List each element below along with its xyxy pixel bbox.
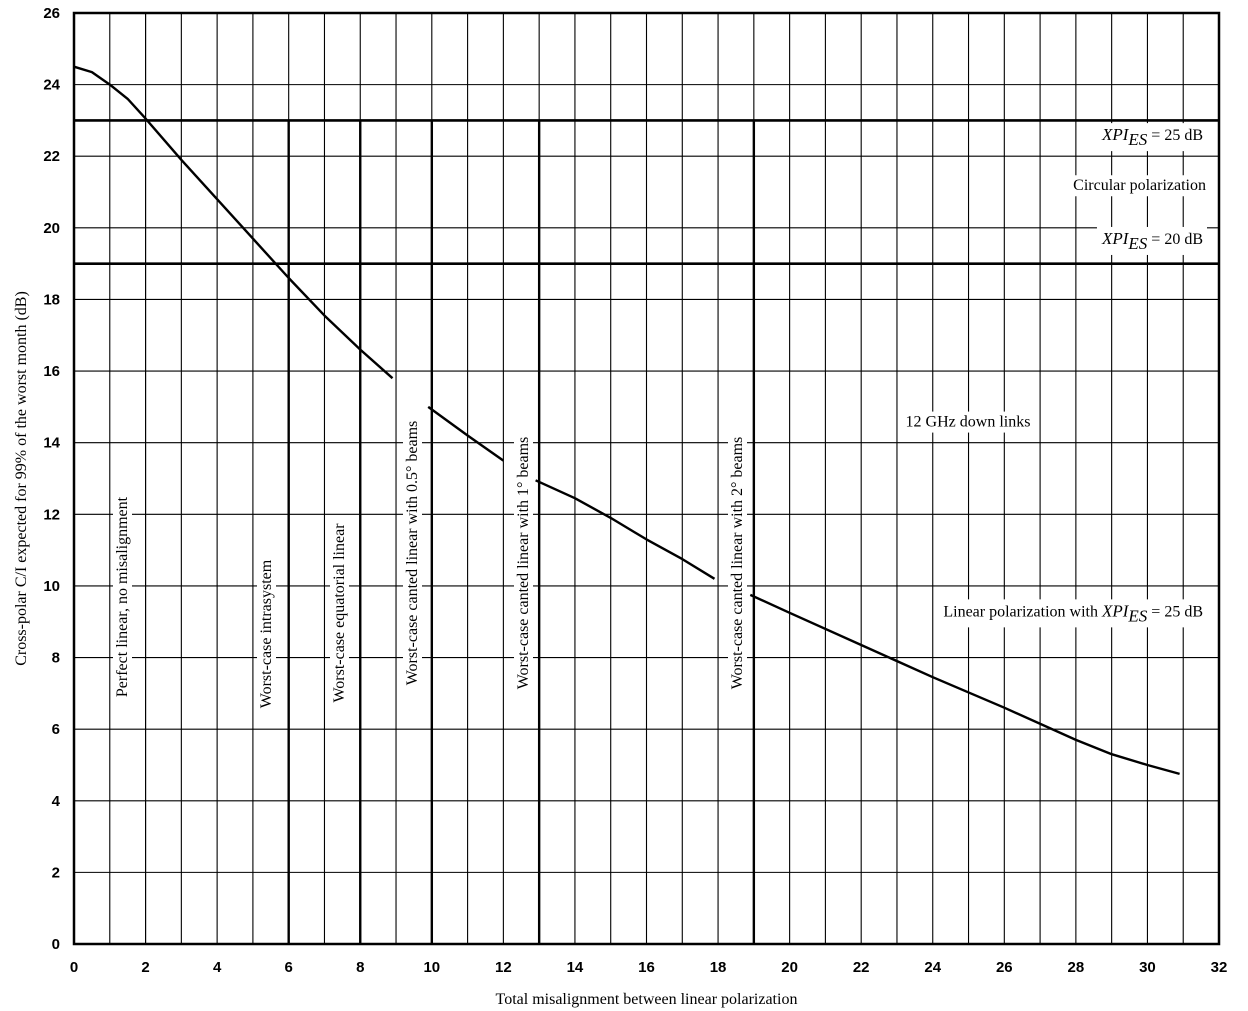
x-tick-label: 18 — [710, 959, 727, 976]
x-tick-label: 10 — [423, 959, 440, 976]
marker-label-4: Worst-case canted linear with 1° beams — [515, 437, 532, 690]
marker-label-bg — [728, 433, 747, 693]
y-tick-label: 6 — [52, 721, 60, 738]
marker-label-0: Perfect linear, no misalignment — [114, 496, 131, 697]
xpi-horizontal-lines — [74, 119, 1219, 265]
marker-label-group-3: Worst-case canted linear with 0.5° beams — [403, 417, 422, 689]
y-tick-label: 0 — [52, 936, 60, 953]
curve-segment-2 — [535, 479, 716, 580]
x-tick-label: 20 — [781, 959, 798, 976]
y-tick-label: 10 — [43, 578, 60, 595]
marker-label-bg — [257, 556, 276, 712]
marker-label-bg — [403, 417, 422, 689]
x-tick-label: 32 — [1211, 959, 1228, 976]
x-tick-label: 0 — [70, 959, 78, 976]
downlinks-label-bg — [901, 411, 1035, 433]
y-tick-label: 4 — [52, 793, 61, 810]
marker-label-group-0: Perfect linear, no misalignment — [113, 493, 132, 701]
x-tick-labels: 0 2 4 6 8 10 12 14 16 18 20 22 24 26 28 30 32 — [70, 959, 1228, 976]
marker-label-1: Worst-case intrasystem — [258, 559, 275, 708]
y-tick-label: 20 — [43, 220, 60, 237]
x-tick-label: 12 — [495, 959, 512, 976]
marker-label-5: Worst-case canted linear with 2° beams — [729, 437, 746, 690]
y-tick-label: 24 — [43, 77, 60, 94]
x-tick-label: 22 — [853, 959, 870, 976]
y-tick-label: 14 — [43, 435, 60, 452]
marker-label-group-1: Worst-case intrasystem — [257, 556, 276, 712]
circular-label: Circular polarization — [1073, 177, 1206, 194]
x-tick-label: 14 — [567, 959, 584, 976]
linear-label-bg — [939, 599, 1207, 628]
y-tick-label: 16 — [43, 363, 60, 380]
marker-label-3: Worst-case canted linear with 0.5° beams — [404, 421, 421, 686]
downlinks-label: 12 GHz down links — [906, 414, 1031, 431]
curve-segment-3 — [749, 593, 1180, 776]
x-tick-label: 26 — [996, 959, 1013, 976]
marker-label-group-5: Worst-case canted linear with 2° beams — [728, 433, 747, 693]
curve-segment-1 — [427, 405, 505, 462]
circular-label-bg — [1069, 175, 1210, 197]
curve-segment-0 — [73, 65, 394, 380]
marker-label-bg — [514, 433, 533, 693]
y-tick-label: 26 — [43, 5, 60, 22]
vertical-marker-lines — [145, 13, 756, 944]
linear-label: Linear polarization with XPIES = 25 dB — [943, 601, 1203, 625]
x-tick-label: 30 — [1139, 959, 1156, 976]
xpi-20-label-bg — [1096, 226, 1207, 255]
xpi-25-label: XPIES = 25 dB — [1101, 125, 1203, 149]
marker-label-group-2: Worst-case equatorial linear — [330, 519, 349, 706]
marker-label-group-4: Worst-case canted linear with 1° beams — [514, 433, 533, 693]
x-tick-label: 24 — [924, 959, 941, 976]
x-tick-label: 4 — [213, 959, 222, 976]
x-axis-label: Total misalignment between linear polari… — [496, 991, 798, 1008]
xpi-25-label-bg — [1096, 123, 1207, 152]
annotations: Perfect linear, no misalignment Worst-cas… — [113, 123, 1210, 712]
x-tick-label: 8 — [356, 959, 364, 976]
y-axis-label: Cross-polar C/I expected for 99% of the … — [13, 291, 30, 666]
xpi-20-label: XPIES = 20 dB — [1101, 229, 1203, 253]
y-tick-label: 12 — [43, 506, 60, 523]
x-tick-label: 2 — [141, 959, 149, 976]
y-tick-label: 8 — [52, 650, 60, 667]
x-tick-label: 6 — [285, 959, 293, 976]
y-tick-label: 22 — [43, 148, 60, 165]
y-tick-label: 18 — [43, 291, 60, 308]
y-tick-label: 2 — [52, 864, 60, 881]
x-tick-label: 16 — [638, 959, 655, 976]
grid-lines — [74, 13, 1219, 944]
plot-frame — [72, 11, 1221, 946]
x-tick-label: 28 — [1068, 959, 1085, 976]
marker-label-2: Worst-case equatorial linear — [331, 523, 348, 703]
c-i-curve — [73, 65, 1180, 776]
marker-label-bg — [330, 519, 349, 706]
marker-label-bg — [113, 493, 132, 701]
